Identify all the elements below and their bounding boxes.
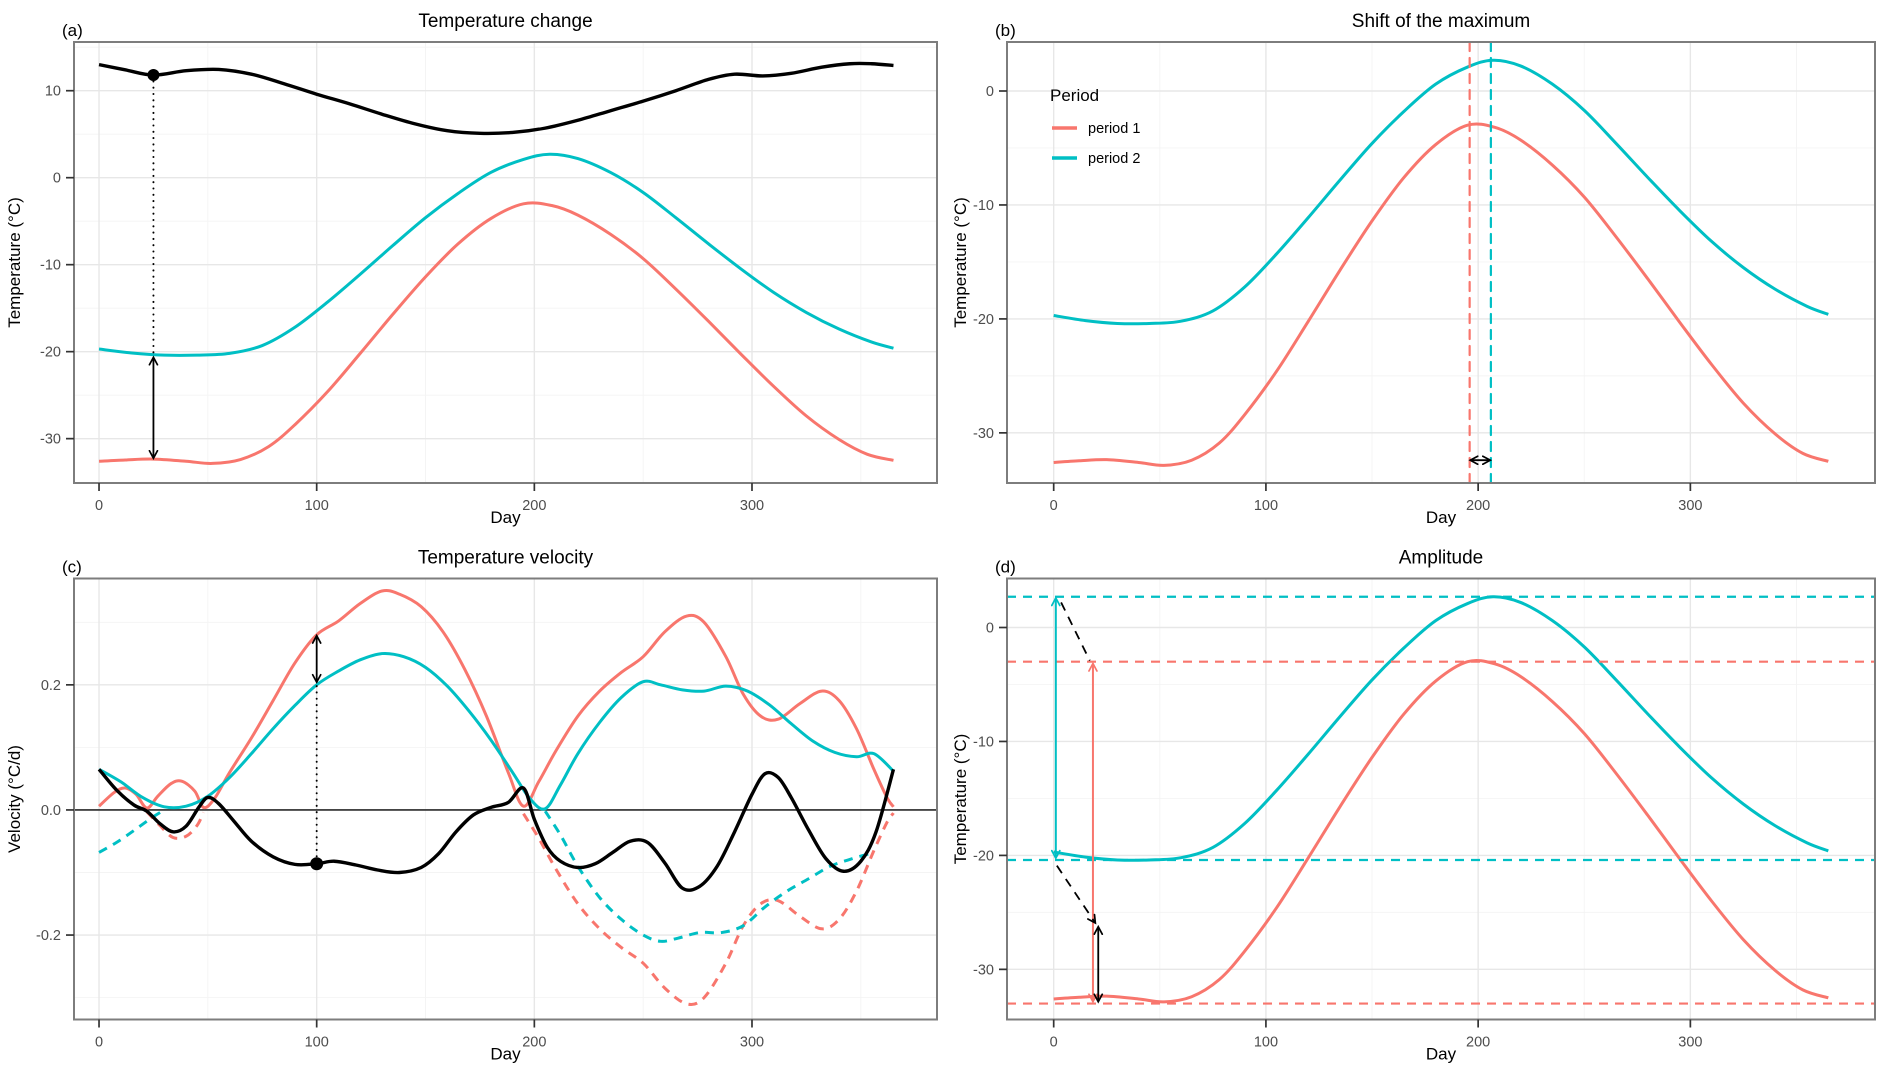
- axis-ticks: [999, 90, 1692, 491]
- panel-border: [1006, 577, 1876, 1021]
- series-period2-temperature-curve: [98, 152, 894, 357]
- panel-c-cell: 0 100 200 300 0.2 0.0 -0.2 Temperature velocity…: [0, 536, 946, 1073]
- annotation-arrow: [1060, 602, 1091, 661]
- y-tick-label: 0: [53, 171, 61, 187]
- series-period2-speed-curve: [98, 651, 895, 811]
- y-axis-title: Velocity (°C/d): [5, 745, 24, 853]
- major-gridlines: [74, 42, 937, 483]
- panel-border: [73, 577, 938, 1021]
- y-tick-label: 0: [986, 621, 994, 637]
- panel-background: [0, 0, 946, 536]
- panel-tag-label: (d): [995, 558, 1016, 577]
- y-tick-label: -20: [40, 345, 61, 361]
- y-tick-label: 0.0: [41, 803, 61, 819]
- y-axis-title: Temperature (°C): [5, 197, 24, 328]
- x-tick-label: 100: [305, 1035, 329, 1051]
- x-axis-title: Day: [490, 1045, 521, 1064]
- panel-title: Amplitude: [1399, 548, 1484, 569]
- panel-title: Temperature velocity: [418, 548, 594, 569]
- panel-a-cell: 0 100 200 300 10 0 -10 -20 -30 Temperature change…: [0, 0, 946, 536]
- series-period1-temperature-curve: [1053, 658, 1829, 1004]
- y-tick-label: -30: [973, 426, 994, 442]
- legend: Period period 1 period 2: [1050, 86, 1140, 167]
- panel-border: [73, 41, 938, 484]
- x-tick-label: 100: [1254, 498, 1278, 514]
- y-axis-title: Temperature (°C): [951, 734, 970, 865]
- plot-content: [98, 61, 894, 465]
- x-tick-label: 100: [1254, 1035, 1278, 1051]
- series-period1-speed-curve: [98, 588, 895, 810]
- x-tick-label: 300: [1678, 498, 1702, 514]
- x-tick-label: 0: [95, 1035, 103, 1051]
- series-period1-temperature-curve: [1053, 122, 1829, 467]
- panel-background: [946, 0, 1892, 536]
- panel-background: [946, 536, 1892, 1073]
- x-tick-label: 300: [740, 498, 764, 514]
- series-period1-temperature-curve: [98, 201, 894, 465]
- x-tick-label: 200: [1466, 1035, 1490, 1051]
- marked-point: [147, 69, 160, 82]
- y-tick-label: -0.2: [36, 928, 61, 944]
- y-tick-label: -30: [973, 962, 994, 978]
- minor-gridlines: [1007, 578, 1875, 1020]
- axis-ticks: [66, 89, 753, 491]
- y-tick-label: -10: [973, 198, 994, 214]
- series-period2-temperature-curve: [1053, 595, 1829, 862]
- x-tick-label: 200: [522, 1035, 546, 1051]
- axis-ticks: [999, 626, 1692, 1028]
- panel-b-cell: 0 100 200 300 0 -10 -20 -30 Shift of the maximum…: [946, 0, 1892, 536]
- minor-gridlines: [74, 578, 937, 1020]
- x-tick-label: 300: [1678, 1035, 1702, 1051]
- panel-c-temperature-velocity-chart: 0 100 200 300 0.2 0.0 -0.2 Temperature velocity…: [0, 536, 946, 1073]
- minor-gridlines: [1007, 42, 1875, 483]
- legend-title: Period: [1050, 86, 1099, 105]
- y-tick-label: -10: [973, 734, 994, 750]
- x-tick-label: 0: [95, 498, 103, 514]
- x-axis-title: Day: [490, 508, 521, 527]
- panel-tag-label: (a): [62, 21, 83, 40]
- y-tick-label: 10: [45, 84, 61, 100]
- y-tick-label: -10: [40, 258, 61, 274]
- y-tick-label: -20: [973, 848, 994, 864]
- panel-d-amplitude-chart: 0 100 200 300 0 -10 -20 -30 Amplitude (d) Day Tempe…: [946, 536, 1892, 1073]
- x-tick-label: 200: [522, 498, 546, 514]
- panel-border: [1006, 41, 1876, 484]
- y-tick-label: 0: [986, 84, 994, 100]
- x-axis-title: Day: [1426, 508, 1457, 527]
- plot-content: [1053, 42, 1829, 483]
- series-mean-temperature-curve: [98, 61, 894, 136]
- y-tick-label: -20: [973, 312, 994, 328]
- series-mean-velocity-curve: [97, 768, 896, 892]
- panel-tag-label: (b): [995, 21, 1016, 40]
- x-tick-label: 300: [740, 1035, 764, 1051]
- marked-point: [310, 857, 324, 871]
- panel-d-cell: 0 100 200 300 0 -10 -20 -30 Amplitude (d) Day Tempe…: [946, 536, 1892, 1073]
- y-axis-title: Temperature (°C): [951, 197, 970, 328]
- panel-tag-label: (c): [62, 558, 82, 577]
- major-gridlines: [1007, 42, 1875, 483]
- plot-content: [1007, 595, 1875, 1005]
- x-tick-label: 200: [1466, 498, 1490, 514]
- series-period2-velocity-negative-seg1-curve: [98, 809, 163, 854]
- panel-title: Temperature change: [418, 11, 592, 32]
- annotation-arrow: [1056, 865, 1095, 923]
- legend-label: period 1: [1088, 121, 1140, 137]
- x-tick-label: 100: [305, 498, 329, 514]
- series-period2-temperature-curve: [1053, 58, 1829, 326]
- x-tick-label: 0: [1050, 498, 1058, 514]
- panel-title: Shift of the maximum: [1352, 11, 1530, 32]
- axis-ticks: [66, 683, 753, 1028]
- x-axis-title: Day: [1426, 1045, 1457, 1064]
- y-tick-label: 0.2: [41, 678, 61, 694]
- series-period1-velocity-negative-seg2-curve: [522, 812, 895, 1006]
- x-tick-label: 0: [1050, 1035, 1058, 1051]
- plot-content: [74, 588, 937, 1006]
- legend-label: period 2: [1088, 151, 1140, 167]
- y-tick-label: -30: [40, 432, 61, 448]
- panel-b-shift-of-maximum-chart: 0 100 200 300 0 -10 -20 -30 Shift of the maximum…: [946, 0, 1892, 536]
